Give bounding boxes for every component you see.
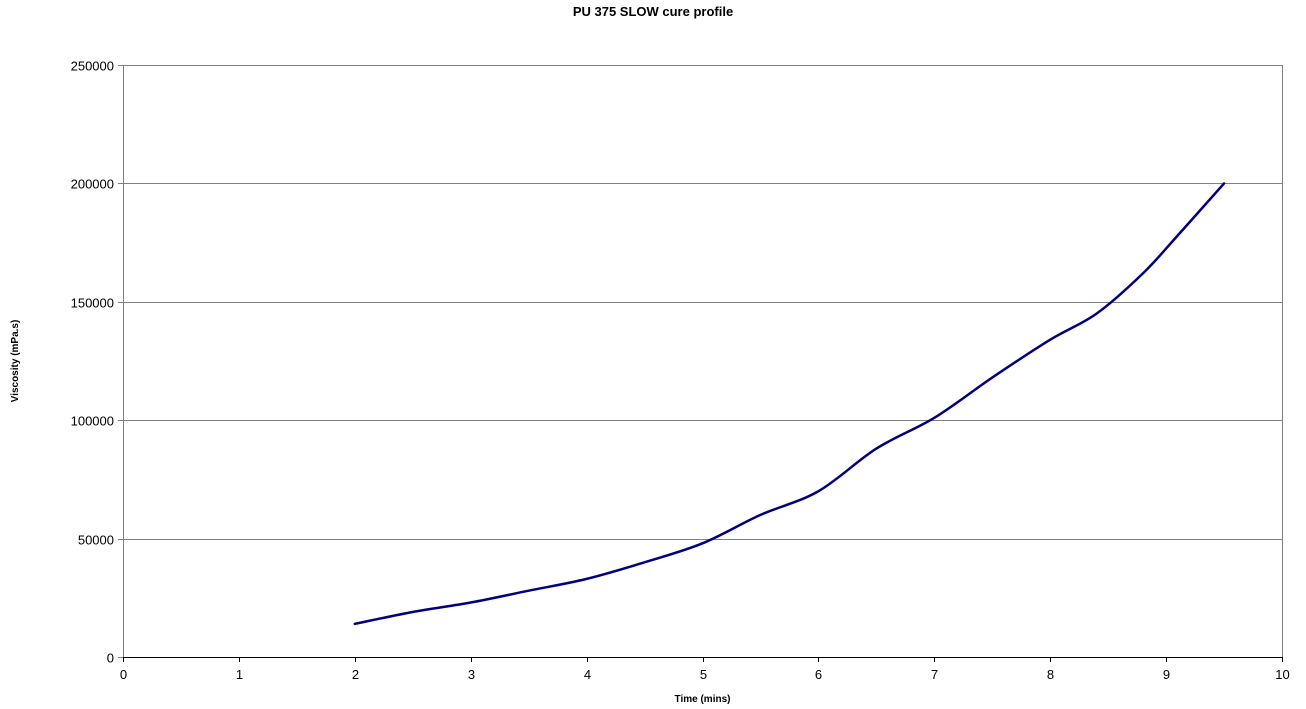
series-layer bbox=[353, 182, 1226, 626]
x-axis-title: Time (mins) bbox=[675, 694, 731, 705]
x-tick-label: 5 bbox=[700, 667, 707, 682]
x-tick-label: 0 bbox=[120, 667, 127, 682]
grid-layer bbox=[123, 65, 1282, 658]
x-tick-label: 9 bbox=[1163, 667, 1170, 682]
x-tick-label: 6 bbox=[815, 667, 822, 682]
x-tick-label: 8 bbox=[1047, 667, 1054, 682]
plot-frame bbox=[123, 65, 1283, 658]
x-tick-label: 3 bbox=[468, 667, 475, 682]
y-axis-title: Viscosity (mPa.s) bbox=[10, 320, 21, 403]
axis-layer: 0 50000 100000 150000 200000 250000 0 1 2 3 4 5 6 7 8 9… bbox=[71, 59, 1290, 683]
x-tick-label: 10 bbox=[1275, 667, 1289, 682]
y-tick-label: 250000 bbox=[71, 59, 114, 74]
y-tick-label: 0 bbox=[107, 651, 114, 666]
x-tick-label: 1 bbox=[236, 667, 243, 682]
y-tick-label: 200000 bbox=[71, 177, 114, 192]
series-line bbox=[353, 182, 1226, 626]
x-tick-label: 2 bbox=[352, 667, 359, 682]
x-tick-label: 4 bbox=[584, 667, 591, 682]
x-tick-label: 7 bbox=[931, 667, 938, 682]
y-tick-label: 150000 bbox=[71, 296, 114, 311]
y-tick-label: 100000 bbox=[71, 414, 114, 429]
chart-title: PU 375 SLOW cure profile bbox=[572, 4, 734, 19]
y-tick-label: 50000 bbox=[78, 533, 114, 548]
